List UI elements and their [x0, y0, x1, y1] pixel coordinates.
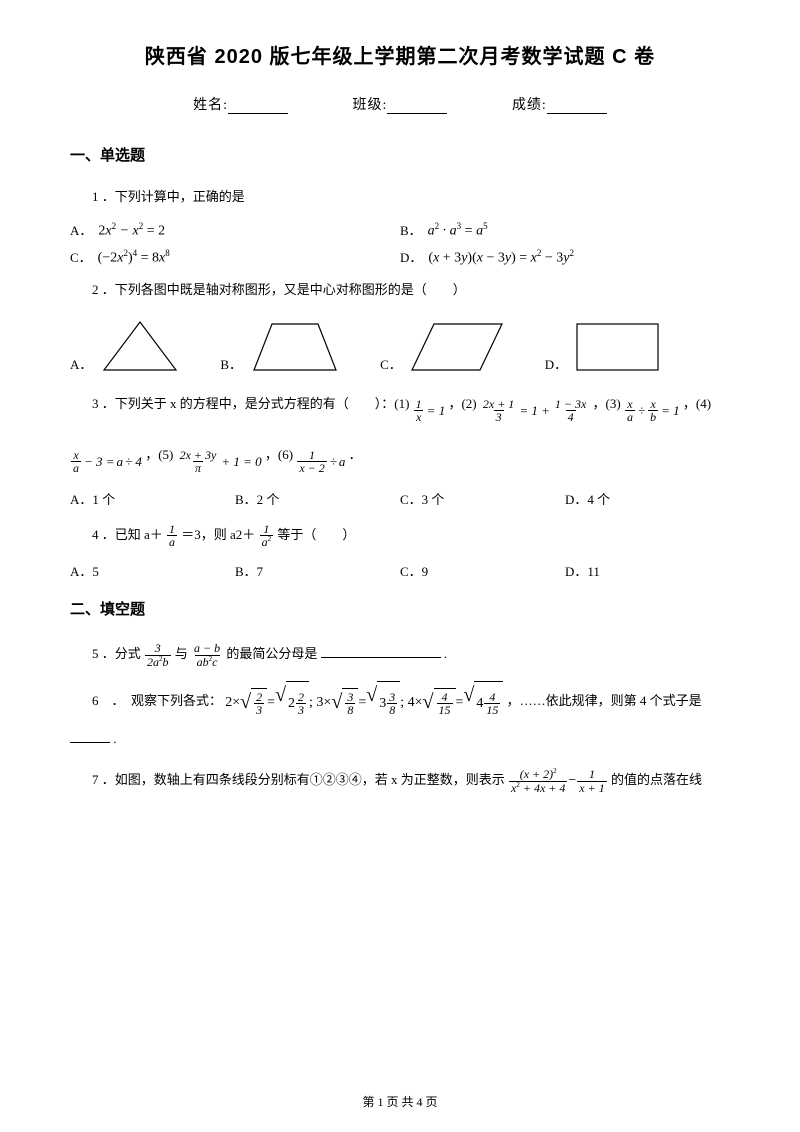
q3-end: ． — [349, 447, 362, 462]
q1-option-c[interactable]: C． (−2x2)4 = 8x8 — [70, 247, 400, 266]
q4-a: 4 ．已知 a＋ — [92, 527, 163, 542]
q3-eq6: 1x − 2 ÷ a — [296, 445, 345, 479]
q5-b: 与 — [175, 646, 191, 661]
trapezoid-icon — [250, 318, 340, 373]
q3-eq2: 2x + 13 = 1 + 1 − 3x4 — [480, 394, 589, 428]
q2c-label: C． — [380, 354, 402, 373]
q1a-eq: 2x2 − x2 = 2 — [98, 221, 165, 240]
q6-blank[interactable] — [70, 731, 110, 743]
q3-sep4: ，(4) — [683, 396, 711, 411]
q1-option-a[interactable]: A． 2x2 − x2 = 2 — [70, 220, 400, 239]
question-5: 5 ．分式 32a2b 与 a − bab2c 的最简公分母是 . — [92, 637, 730, 671]
q2-option-c[interactable]: C． — [380, 318, 505, 373]
class-blank[interactable] — [387, 100, 447, 114]
question-3-line2: xa − 3 = a ÷ 4 ，(5) 2x + 3yπ + 1 = 0 ，(6… — [70, 438, 730, 479]
q3-option-b[interactable]: B．2 个 — [235, 489, 400, 508]
q1-option-b[interactable]: B． a2 · a3 = a5 — [400, 220, 730, 239]
q3-eq1: 1x = 1 — [413, 394, 446, 428]
q3-sep3: ，(3) — [593, 396, 624, 411]
q6-c: . — [113, 731, 116, 746]
section-1-heading: 一、单选题 — [70, 144, 730, 165]
page-title: 陕西省 2020 版七年级上学期第二次月考数学试题 C 卷 — [70, 40, 730, 69]
q4-options: A．5 B．7 C．9 D．11 — [70, 561, 730, 580]
question-2-text: 2 ．下列各图中既是轴对称图形，又是中心对称图形的是（ ） — [92, 276, 730, 303]
q3-sep2: ，(2) — [448, 396, 479, 411]
q1d-label: D． — [400, 247, 422, 266]
q1-options-row2: C． (−2x2)4 = 8x8 D． (x + 3y)(x − 3y) = x… — [70, 247, 730, 266]
q3-options: A．1 个 B．2 个 C．3 个 D．4 个 — [70, 489, 730, 508]
class-label: 班级: — [353, 98, 388, 113]
q3-sep5: ，(5) — [145, 447, 176, 462]
q6-line2: . — [70, 731, 730, 747]
q4-frac2: 1a2 — [260, 523, 274, 549]
rectangle-icon — [575, 318, 660, 373]
parallelogram-icon — [410, 318, 505, 373]
q3-eq5: 2x + 3yπ + 1 = 0 — [177, 445, 262, 479]
q5-c: 的最简公分母是 — [226, 646, 317, 661]
q2-option-d[interactable]: D． — [545, 318, 660, 373]
q5-blank[interactable] — [321, 646, 441, 658]
name-blank[interactable] — [228, 100, 288, 114]
q4-option-c[interactable]: C．9 — [400, 561, 565, 580]
q4-option-b[interactable]: B．7 — [235, 561, 400, 580]
q3-eq3: xa ÷ xb = 1 — [624, 394, 680, 428]
q5-d: . — [444, 646, 447, 661]
name-label: 姓名: — [193, 98, 228, 113]
q1d-eq: (x + 3y)(x − 3y) = x2 − 3y2 — [428, 248, 574, 267]
q5-frac2: a − bab2c — [192, 642, 222, 668]
q4-b: ＝3，则 a2＋ — [181, 527, 255, 542]
q2-shapes: A． B． C． D． — [70, 318, 730, 373]
q5-frac1: 32a2b — [145, 642, 171, 668]
q3-option-d[interactable]: D．4 个 — [565, 489, 730, 508]
q7-eq: (x + 2)2x2 + 4x + 4 − 1x + 1 — [508, 763, 608, 799]
q3-option-c[interactable]: C．3 个 — [400, 489, 565, 508]
q2a-label: A． — [70, 354, 92, 373]
q4-option-a[interactable]: A．5 — [70, 561, 235, 580]
q6-b: ，……依此规律，则第 4 个式子是 — [507, 693, 702, 708]
student-info-row: 姓名: 班级: 成绩: — [70, 94, 730, 114]
q6-a: 6 ． 观察下列各式： — [92, 693, 222, 708]
question-1-text: 1 ．下列计算中，正确的是 — [92, 183, 730, 210]
q2b-label: B． — [220, 354, 242, 373]
question-7: 7 ．如图，数轴上有四条线段分别标有①②③④，若 x 为正整数，则表示 (x +… — [92, 763, 730, 799]
q1a-label: A． — [70, 220, 92, 239]
q1b-eq: a2 · a3 = a5 — [428, 221, 488, 240]
q5-a: 5 ．分式 — [92, 646, 144, 661]
q4-frac1: 1a — [167, 523, 177, 549]
score-blank[interactable] — [547, 100, 607, 114]
q3-sep6: ，(6) — [265, 447, 296, 462]
question-4: 4 ．已知 a＋ 1a ＝3，则 a2＋ 1a2 等于（ ） — [92, 518, 730, 552]
q2-option-b[interactable]: B． — [220, 318, 340, 373]
page-footer: 第 1 页 共 4 页 — [0, 1093, 800, 1110]
question-6: 6 ． 观察下列各式： 2×√23 = √223 ; 3×√38 = √338 … — [92, 681, 730, 723]
q3-option-a[interactable]: A．1 个 — [70, 489, 235, 508]
q1c-eq: (−2x2)4 = 8x8 — [98, 248, 170, 267]
q4-option-d[interactable]: D．11 — [565, 561, 730, 580]
score-label: 成绩: — [512, 98, 547, 113]
q1-option-d[interactable]: D． (x + 3y)(x − 3y) = x2 − 3y2 — [400, 247, 730, 266]
q3-eq4: xa − 3 = a ÷ 4 — [70, 445, 142, 479]
triangle-icon — [100, 318, 180, 373]
q4-c: 等于（ ） — [277, 527, 355, 542]
q1b-label: B． — [400, 220, 422, 239]
q6-eq: 2×√23 = √223 ; 3×√38 = √338 ; 4×√415 = √… — [225, 681, 503, 723]
q7-b: 的值的点落在线 — [611, 773, 702, 788]
q1-options-row1: A． 2x2 − x2 = 2 B． a2 · a3 = a5 — [70, 220, 730, 239]
q7-a: 7 ．如图，数轴上有四条线段分别标有①②③④，若 x 为正整数，则表示 — [92, 773, 508, 788]
q3-text-a: 3 ．下列关于 x 的方程中，是分式方程的有（ ）：(1) — [92, 396, 413, 411]
q2d-label: D． — [545, 354, 567, 373]
q2-option-a[interactable]: A． — [70, 318, 180, 373]
section-2-heading: 二、填空题 — [70, 598, 730, 619]
q1c-label: C． — [70, 247, 92, 266]
question-3: 3 ．下列关于 x 的方程中，是分式方程的有（ ）：(1) 1x = 1 ，(2… — [92, 387, 730, 428]
